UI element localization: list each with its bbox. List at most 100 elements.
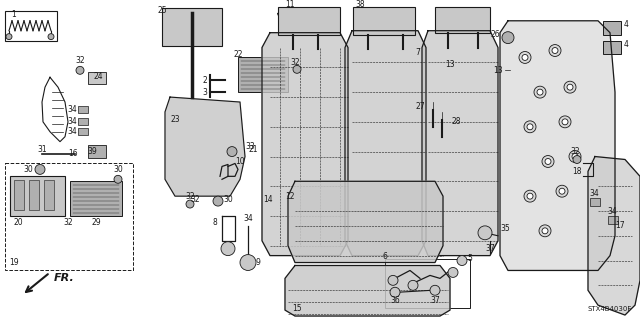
Bar: [603, 41, 621, 55]
Polygon shape: [262, 33, 348, 256]
Text: 5: 5: [468, 254, 472, 263]
Text: 26: 26: [490, 30, 500, 39]
Circle shape: [502, 32, 514, 44]
Text: 33: 33: [245, 142, 255, 151]
Text: 4: 4: [623, 40, 628, 49]
Circle shape: [227, 147, 237, 157]
Circle shape: [564, 81, 576, 93]
Polygon shape: [165, 97, 245, 196]
Text: 6: 6: [383, 252, 387, 261]
Circle shape: [114, 175, 122, 183]
Circle shape: [388, 275, 398, 285]
Text: 16: 16: [68, 149, 78, 158]
Text: 34: 34: [589, 189, 599, 198]
Circle shape: [545, 159, 551, 165]
Bar: [70, 181, 122, 216]
Bar: [88, 72, 106, 84]
Text: 32: 32: [570, 147, 580, 156]
Text: 35: 35: [500, 224, 510, 233]
Text: 32: 32: [190, 195, 200, 204]
Polygon shape: [588, 157, 640, 315]
Text: 15: 15: [292, 304, 302, 313]
Bar: [5, 163, 133, 271]
Circle shape: [524, 121, 536, 133]
Text: 29: 29: [91, 219, 101, 227]
Polygon shape: [288, 181, 443, 263]
Circle shape: [221, 242, 235, 256]
Circle shape: [534, 86, 546, 98]
Bar: [385, 259, 470, 308]
Circle shape: [48, 34, 54, 40]
Circle shape: [537, 89, 543, 95]
Text: 36: 36: [390, 296, 400, 305]
Circle shape: [457, 256, 467, 265]
Circle shape: [542, 156, 554, 167]
Circle shape: [430, 285, 440, 295]
Bar: [238, 57, 288, 92]
Text: 13: 13: [493, 66, 503, 75]
Bar: [5, 11, 57, 41]
Text: FR.: FR.: [54, 273, 75, 283]
Text: 10: 10: [235, 157, 245, 166]
Circle shape: [559, 188, 565, 194]
Text: 32: 32: [63, 219, 73, 227]
Bar: [10, 176, 65, 216]
Text: 34: 34: [67, 106, 77, 115]
Text: 17: 17: [615, 221, 625, 230]
Text: 2: 2: [203, 76, 207, 85]
Text: 34: 34: [243, 214, 253, 223]
Text: 34: 34: [67, 117, 77, 126]
Text: 9: 9: [255, 258, 260, 267]
Polygon shape: [422, 31, 498, 256]
Text: STX4B4030F: STX4B4030F: [588, 306, 632, 312]
Bar: [608, 216, 618, 224]
Text: 34: 34: [67, 127, 77, 136]
Bar: [78, 118, 88, 125]
Circle shape: [567, 84, 573, 90]
Text: 30: 30: [223, 195, 233, 204]
Bar: [162, 8, 222, 46]
Polygon shape: [345, 31, 426, 256]
Text: 31: 31: [37, 145, 47, 154]
Circle shape: [76, 66, 84, 74]
Text: 32: 32: [75, 56, 85, 65]
Bar: [353, 7, 415, 35]
Text: 7: 7: [415, 48, 420, 57]
Bar: [278, 7, 340, 35]
Text: 34: 34: [607, 206, 617, 216]
Circle shape: [552, 48, 558, 54]
Text: 39: 39: [87, 147, 97, 156]
Circle shape: [408, 280, 418, 290]
Circle shape: [527, 124, 533, 130]
Circle shape: [6, 34, 12, 40]
Text: 3: 3: [203, 88, 207, 97]
Text: 21: 21: [248, 145, 258, 154]
Bar: [590, 198, 600, 206]
Text: 27: 27: [415, 102, 425, 111]
Text: 8: 8: [212, 219, 218, 227]
Text: 30: 30: [113, 165, 123, 174]
Circle shape: [213, 196, 223, 206]
Circle shape: [549, 45, 561, 56]
Bar: [88, 145, 106, 158]
Polygon shape: [500, 21, 615, 271]
Bar: [435, 7, 490, 33]
Circle shape: [522, 55, 528, 60]
Circle shape: [390, 287, 400, 297]
Text: 18: 18: [572, 167, 582, 176]
Circle shape: [556, 185, 568, 197]
Circle shape: [35, 165, 45, 174]
Text: 4: 4: [623, 20, 628, 29]
Bar: [14, 180, 24, 210]
Circle shape: [559, 116, 571, 128]
Text: 1: 1: [12, 10, 17, 19]
Circle shape: [186, 200, 194, 208]
Circle shape: [562, 119, 568, 125]
Text: 25: 25: [157, 6, 167, 15]
Text: 19: 19: [9, 258, 19, 267]
Text: 22: 22: [233, 50, 243, 59]
Polygon shape: [285, 265, 450, 316]
Circle shape: [293, 65, 301, 73]
Bar: [78, 106, 88, 113]
Text: 37: 37: [430, 296, 440, 305]
